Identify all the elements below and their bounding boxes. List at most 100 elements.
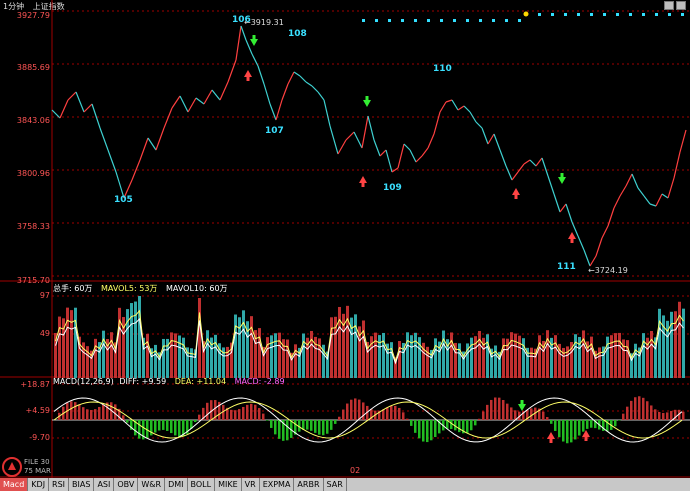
macd-histogram-bar <box>670 411 673 420</box>
volume-bar <box>334 316 337 378</box>
macd-histogram-bar <box>410 420 413 426</box>
volume-bar <box>214 334 217 378</box>
signal-dot <box>655 13 658 16</box>
macd-histogram-bar <box>70 401 73 420</box>
volume-bar <box>122 317 125 378</box>
volume-bar <box>526 347 529 378</box>
volume-bar <box>62 318 65 378</box>
volume-bar <box>658 308 661 378</box>
volume-bar <box>390 342 393 378</box>
tab-dmi[interactable]: DMI <box>165 478 188 491</box>
logo-text-2: 75 MAR <box>24 467 51 475</box>
price-segment <box>311 85 319 93</box>
volume-bar <box>206 330 209 378</box>
tab-sar[interactable]: SAR <box>324 478 347 491</box>
price-segment <box>541 157 549 177</box>
macd-histogram-bar <box>446 420 449 429</box>
volume-bar <box>238 317 241 378</box>
indicator-tabs: Macd KDJ RSI BIAS ASI OBV W&R DMI BOLL M… <box>0 478 690 491</box>
macd-histogram-bar <box>526 410 529 420</box>
price-segment <box>361 115 369 149</box>
volume-chart[interactable] <box>0 282 690 378</box>
macd-histogram-bar <box>286 420 289 441</box>
tab-obv[interactable]: OBV <box>114 478 139 491</box>
macd-histogram-bar <box>134 420 137 436</box>
volume-bar <box>458 343 461 378</box>
macd-histogram-bar <box>494 397 497 420</box>
mavol5-line <box>55 309 684 363</box>
price-segment <box>421 147 429 157</box>
macd-histogram-bar <box>530 408 533 420</box>
dea-line <box>53 401 683 439</box>
price-segment <box>403 143 411 151</box>
vol-label: 总手: 60万 <box>53 284 93 293</box>
tab-kdj[interactable]: KDJ <box>28 478 50 491</box>
close-button[interactable] <box>676 1 686 10</box>
volume-bar <box>158 352 161 378</box>
tab-boll[interactable]: BOLL <box>188 478 216 491</box>
volume-panel[interactable]: 总手: 60万 MAVOL5: 53万 MAVOL10: 60万 97 49 <box>0 282 690 378</box>
tab-wr[interactable]: W&R <box>138 478 166 491</box>
macd-histogram-bar <box>166 420 169 431</box>
volume-bar <box>170 332 173 378</box>
wave-label: 111 <box>557 262 576 272</box>
volume-bar <box>462 351 465 378</box>
macd-histogram-bar <box>130 420 133 430</box>
tab-mike[interactable]: MIKE <box>215 478 242 491</box>
tab-vr[interactable]: VR <box>242 478 260 491</box>
macd-histogram-bar <box>234 410 237 420</box>
macd-histogram-bar <box>514 410 517 420</box>
price-segment <box>353 131 363 149</box>
macd-panel[interactable]: MACD(12,26,9) DIFF: +9.59 DEA: +11.04 MA… <box>0 377 690 478</box>
price-segment <box>481 127 489 145</box>
price-segment <box>219 81 229 101</box>
volume-bar <box>318 338 321 378</box>
low-annotation: ←3724.19 <box>588 266 628 275</box>
macd-histogram-bar <box>138 420 141 439</box>
volume-bar <box>342 313 345 378</box>
price-segment <box>75 91 85 113</box>
mavol10-line <box>55 317 684 365</box>
price-segment <box>240 25 247 41</box>
logo-text-1: FILE 30 <box>24 458 50 466</box>
tab-bias[interactable]: BIAS <box>69 478 95 491</box>
macd-chart[interactable] <box>0 378 690 478</box>
volume-bar <box>306 337 309 378</box>
macd-histogram-bar <box>170 420 173 434</box>
volume-bar <box>298 347 301 378</box>
tab-asi[interactable]: ASI <box>94 478 115 491</box>
date-marker: 02 <box>350 466 361 475</box>
tab-arbr[interactable]: ARBR <box>294 478 324 491</box>
price-panel[interactable]: 1分钟 上证指数 3927.79 3885.69 3843.06 3800.96… <box>0 0 690 285</box>
macd-histogram-bar <box>90 410 93 420</box>
minimize-button[interactable] <box>664 1 674 10</box>
macd-histogram-bar <box>242 406 245 420</box>
up-arrow-icon <box>244 70 252 81</box>
macd-histogram-bar <box>250 403 253 420</box>
volume-bar <box>378 335 381 378</box>
macd-histogram-bar <box>354 398 357 420</box>
volume-bar <box>266 337 269 378</box>
signal-dot <box>505 19 508 22</box>
tab-macd[interactable]: Macd <box>0 478 29 491</box>
tab-expma[interactable]: EXPMA <box>260 478 295 491</box>
macd-histogram-bar <box>210 400 213 420</box>
signal-dot <box>427 19 430 22</box>
price-segment <box>613 195 621 209</box>
price-chart[interactable] <box>0 0 690 282</box>
volume-bar <box>210 337 213 378</box>
volume-bar <box>478 330 481 378</box>
volume-bar <box>326 351 329 378</box>
volume-bar <box>678 301 681 378</box>
volume-bar <box>486 334 489 378</box>
macd-histogram-bar <box>82 407 85 420</box>
macd-histogram-bar <box>362 402 365 420</box>
volume-bar <box>130 303 133 378</box>
macd-histogram-bar <box>174 420 177 436</box>
macd-histogram-bar <box>654 409 657 420</box>
macd-histogram-bar <box>342 409 345 420</box>
tab-rsi[interactable]: RSI <box>49 478 70 491</box>
macd-histogram-bar <box>578 420 581 436</box>
volume-bar <box>422 342 425 378</box>
macd-histogram-bar <box>678 409 681 420</box>
